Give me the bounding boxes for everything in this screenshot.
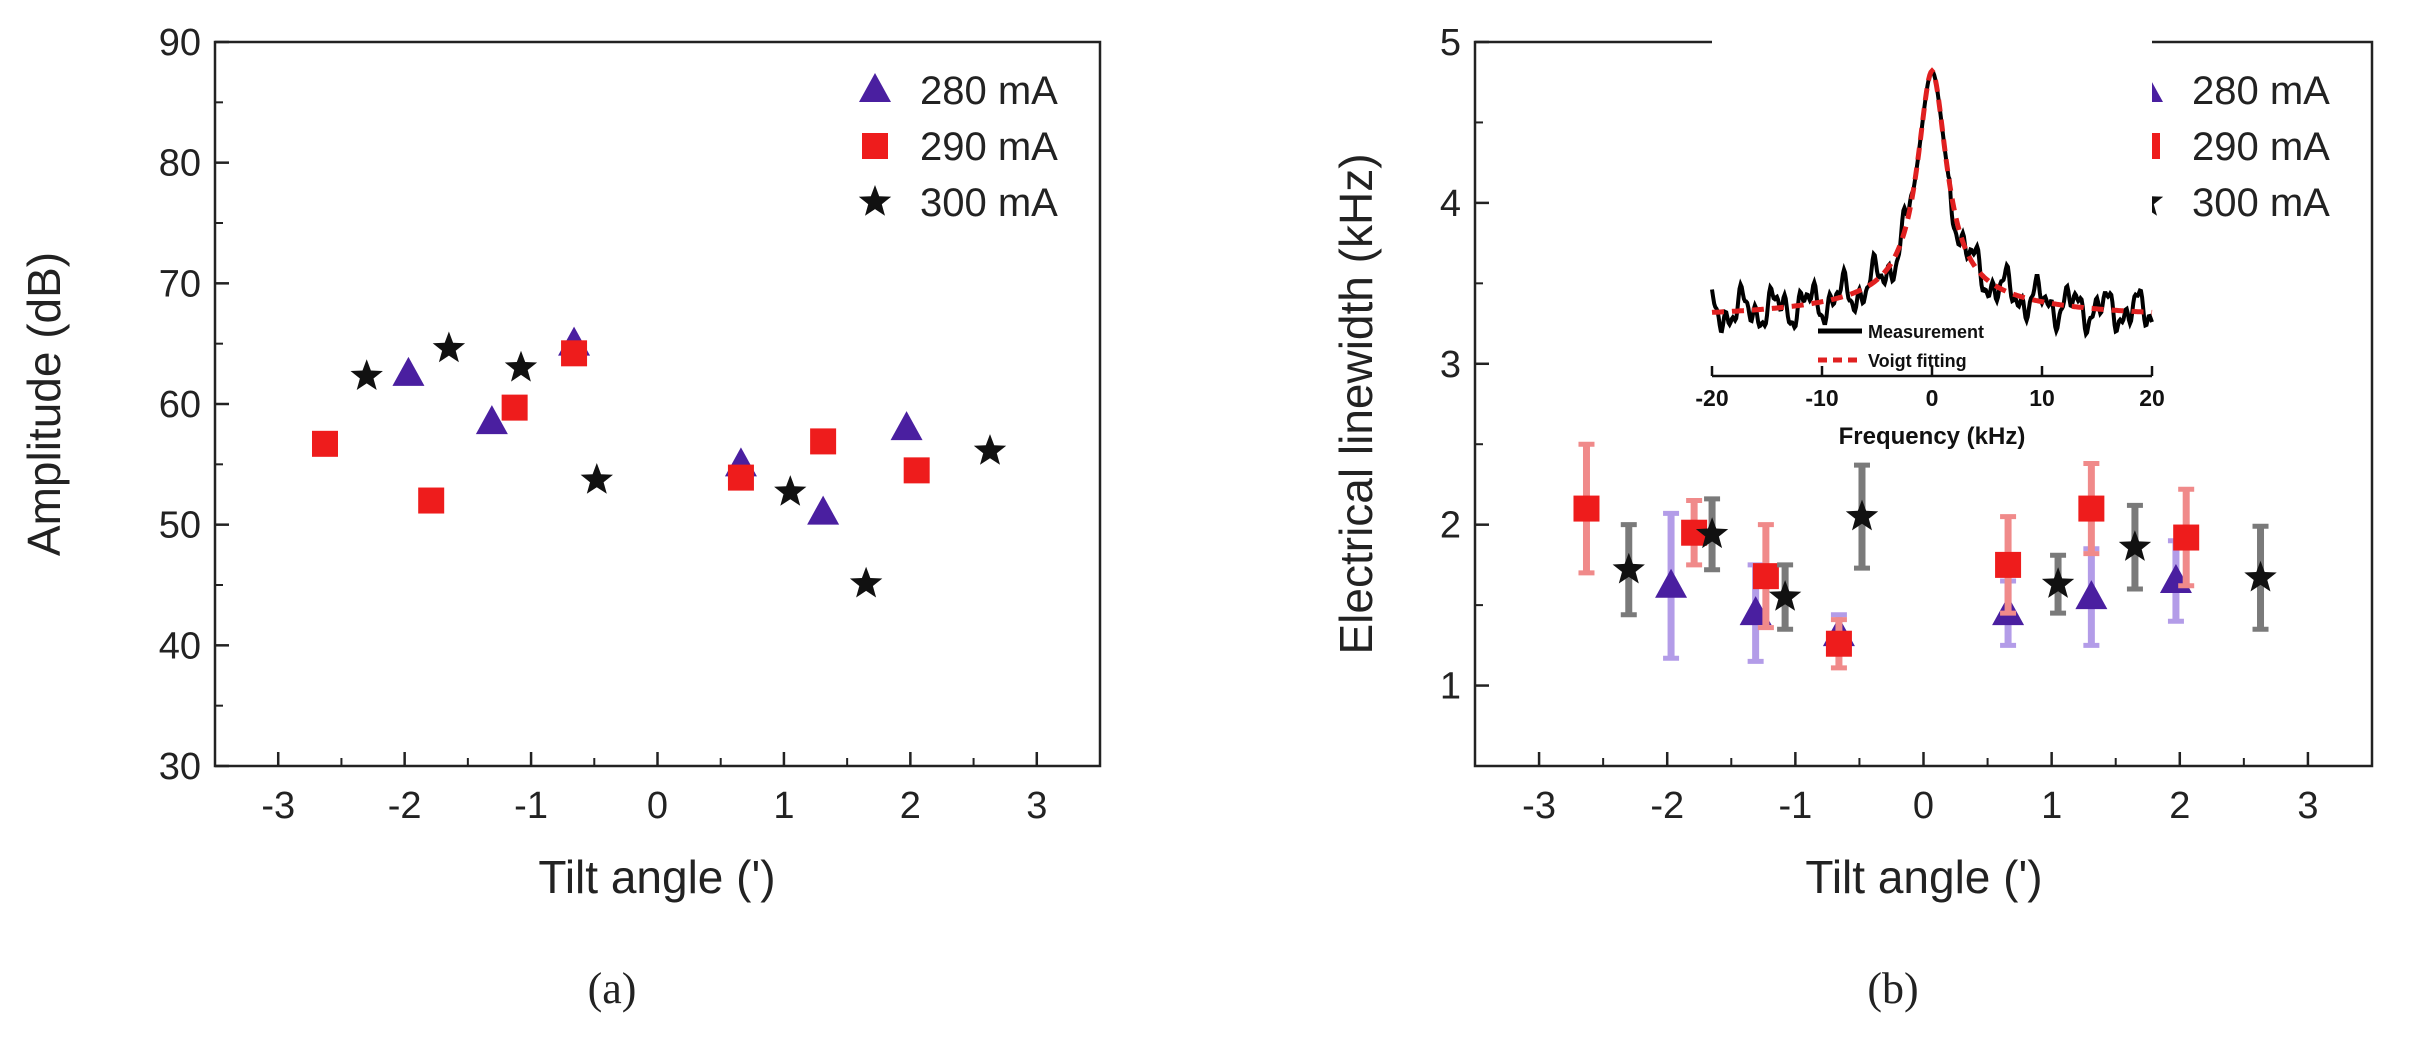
y-tick-label: 80: [159, 143, 201, 185]
inset-frame: [1712, 22, 2152, 376]
panel-a-legend: 280 mA 290 mA 300 mA: [858, 69, 1058, 225]
point-290-ma: [561, 340, 588, 367]
point-300-ma: [774, 475, 807, 506]
legend-label: 300 mA: [2192, 181, 2330, 225]
y-tick-label: 2: [1440, 505, 1461, 547]
inset-ticks: -20 -10 0 10 20: [1695, 366, 2165, 411]
point-300-ma: [1695, 517, 1729, 549]
point-280-ma: [890, 411, 923, 441]
y-tick-label: 40: [159, 625, 201, 667]
inset-legend-measurement-label: Measurement: [1868, 322, 1984, 342]
inset-legend: Measurement Voigt fitting: [1818, 322, 1984, 371]
y-tick-label: 70: [159, 263, 201, 305]
point-290-ma: [1752, 563, 1779, 590]
legend-label: 280 mA: [2192, 69, 2330, 113]
y-tick-label: 60: [159, 384, 201, 426]
legend-label: 300 mA: [920, 181, 1058, 225]
inset-spectrum: -20 -10 0 10 20 Frequency (kHz) Measurement …: [1695, 22, 2165, 450]
legend-marker-280-ma: [859, 73, 891, 102]
point-290-ma: [311, 430, 338, 457]
legend-marker-300-ma: [858, 185, 892, 216]
point-290-ma: [1825, 630, 1852, 657]
y-tick-label: 1: [1440, 666, 1461, 708]
point-280-ma: [807, 495, 840, 525]
x-tick-label: -1: [1778, 785, 1812, 827]
panel-a-ticks: [215, 40, 1039, 768]
y-tick-label: 5: [1440, 22, 1461, 64]
panel-a: -3 -2 -1 0 1 2 3 30 40 50 60 70 80 90 280 mA 290 mA 300…: [18, 22, 1102, 1013]
x-tick-label: 0: [647, 785, 668, 827]
inset-x-tick-label: 0: [1926, 385, 1939, 411]
x-tick-label: 3: [1026, 785, 1047, 827]
legend-label: 290 mA: [920, 125, 1058, 169]
inset-x-tick-label: 20: [2139, 385, 2165, 411]
y-tick-label: 4: [1440, 183, 1461, 225]
panel-a-xlabel: Tilt angle ('): [538, 851, 775, 903]
point-300-ma: [1845, 499, 1879, 531]
x-tick-label: 2: [2169, 785, 2190, 827]
x-tick-label: 3: [2297, 785, 2318, 827]
x-tick-label: -2: [388, 785, 422, 827]
point-300-ma: [849, 566, 883, 598]
inset-x-tick-label: -10: [1805, 385, 1838, 411]
inset-voigt-fit-line: [1711, 67, 2153, 315]
y-tick-label: 30: [159, 746, 201, 788]
point-300-ma: [350, 359, 383, 390]
y-tick-label: 90: [159, 22, 201, 64]
point-290-ma: [418, 487, 445, 514]
y-tick-label: 3: [1440, 344, 1461, 386]
x-tick-label: 1: [2041, 785, 2062, 827]
point-300-ma: [504, 350, 538, 382]
panel-b-caption: (b): [1867, 964, 1918, 1013]
point-300-ma: [580, 463, 613, 494]
panel-a-caption: (a): [588, 964, 637, 1013]
x-tick-label: -2: [1650, 785, 1684, 827]
inset-xlabel: Frequency (kHz): [1839, 423, 2026, 450]
legend-marker-290-ma: [862, 133, 888, 159]
point-300-ma: [973, 434, 1007, 465]
panel-b-ylabel: Electrical linewidth (kHz): [1330, 153, 1382, 654]
point-280-ma: [2075, 580, 2108, 610]
point-290-ma: [2173, 524, 2200, 551]
point-290-ma: [2078, 495, 2105, 522]
legend-label: 290 mA: [2192, 125, 2330, 169]
point-300-ma: [2118, 530, 2152, 561]
point-280-ma: [392, 356, 425, 386]
point-300-ma: [1612, 552, 1645, 584]
panel-a-ylabel: Amplitude (dB): [18, 252, 70, 556]
point-300-ma: [2244, 560, 2277, 592]
legend-label: 280 mA: [920, 69, 1058, 113]
point-290-ma: [1995, 551, 2022, 578]
point-300-ma: [1768, 580, 1802, 611]
panel-b-legend: 280 mA 290 mA 300 mA: [2130, 69, 2330, 225]
panel-a-tick-labels: -3 -2 -1 0 1 2 3 30 40 50 60 70 80 90: [159, 22, 1048, 827]
point-290-ma: [501, 394, 528, 421]
panel-b-data-points: [1573, 441, 2277, 671]
x-tick-label: -3: [261, 785, 295, 827]
point-290-ma: [1573, 495, 1600, 522]
inset-legend-voigt-label: Voigt fitting: [1868, 351, 1967, 371]
x-tick-label: -1: [514, 785, 548, 827]
panel-b-ticks: [1475, 40, 2310, 766]
inset-x-tick-label: -20: [1695, 385, 1728, 411]
point-300-ma: [432, 331, 466, 363]
point-290-ma: [810, 428, 837, 455]
point-280-ma: [475, 405, 508, 435]
x-tick-label: -3: [1522, 785, 1556, 827]
point-290-ma: [727, 464, 754, 491]
y-tick-label: 50: [159, 505, 201, 547]
inset-x-tick-label: 10: [2029, 385, 2055, 411]
point-300-ma: [2041, 567, 2075, 598]
panel-b-xlabel: Tilt angle ('): [1805, 851, 2042, 903]
panel-a-data-points: [311, 326, 1007, 598]
x-tick-label: 2: [900, 785, 921, 827]
x-tick-label: 1: [773, 785, 794, 827]
x-tick-label: 0: [1913, 785, 1934, 827]
point-290-ma: [903, 457, 930, 484]
inset-plot: [1710, 67, 2154, 339]
point-280-ma: [1655, 568, 1688, 598]
